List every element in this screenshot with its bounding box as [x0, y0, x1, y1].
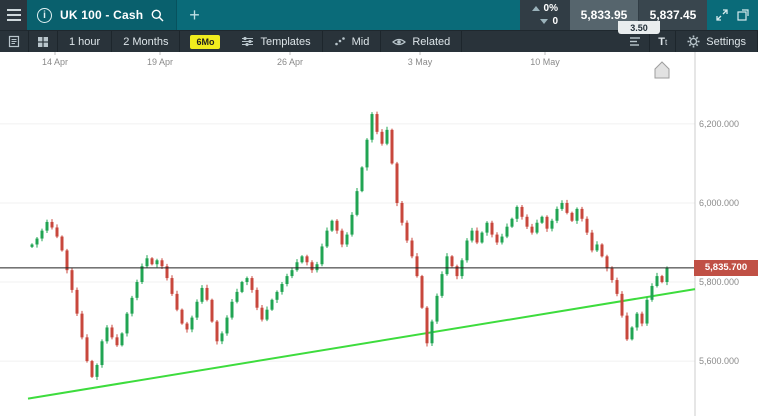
search-icon[interactable]	[151, 9, 164, 22]
templates-label: Templates	[260, 35, 311, 48]
toolbar-right-group: Tt Settings	[621, 31, 758, 52]
related-label: Related	[412, 35, 451, 48]
order-book-icon[interactable]	[621, 31, 651, 52]
svg-text:3 May: 3 May	[408, 57, 433, 67]
svg-text:10 May: 10 May	[530, 57, 560, 67]
settings-button[interactable]: Settings	[676, 31, 758, 52]
info-icon[interactable]: i	[37, 7, 52, 23]
templates-icon	[241, 36, 254, 47]
candlestick-chart[interactable]: 6,200.000 6,000.000 5,800.000 5,600.000 14 A…	[0, 52, 758, 416]
change-value: 0	[552, 16, 558, 27]
svg-text:19 Apr: 19 Apr	[147, 57, 173, 67]
instrument-tab[interactable]: i UK 100 - Cash	[27, 0, 178, 30]
range-badge-6mo[interactable]: 6Mo	[190, 34, 221, 49]
window-controls	[707, 0, 758, 30]
quote-cluster: 0% 0 5,833.95 5,837.45	[519, 0, 707, 30]
svg-text:14 Apr: 14 Apr	[42, 57, 68, 67]
spread-value: 3.50	[618, 21, 660, 34]
hamburger-menu-button[interactable]	[0, 0, 27, 30]
current-price-label: 5,835.700	[694, 259, 758, 276]
instrument-title: UK 100 - Cash	[60, 8, 144, 22]
svg-text:6,000.000: 6,000.000	[699, 198, 739, 208]
svg-text:5,600.000: 5,600.000	[699, 356, 739, 366]
chart-area[interactable]: 6,200.000 6,000.000 5,800.000 5,600.000 14 A…	[0, 52, 758, 416]
price-type-button[interactable]: Mid	[323, 31, 382, 52]
down-triangle-icon	[540, 19, 549, 24]
top-bar: i UK 100 - Cash + 0% 0	[0, 0, 758, 30]
change-percent: 0%	[543, 3, 558, 14]
notes-icon[interactable]	[0, 31, 29, 52]
gear-icon	[687, 35, 700, 48]
up-triangle-icon	[531, 6, 540, 11]
text-size-icon[interactable]: Tt	[650, 31, 677, 52]
svg-text:5,800.000: 5,800.000	[699, 277, 739, 287]
popout-icon[interactable]	[737, 9, 749, 21]
chart-toolbar: 1 hour 2 Months 6Mo Templates Mid	[0, 30, 758, 52]
eye-icon	[392, 37, 407, 47]
range-button[interactable]: 2 Months	[112, 31, 181, 52]
interval-label: 1 hour	[69, 35, 101, 48]
svg-text:6,200.000: 6,200.000	[699, 119, 739, 129]
templates-button[interactable]: Templates	[230, 31, 323, 52]
price-type-label: Mid	[351, 35, 370, 48]
topbar-spacer	[212, 0, 520, 30]
expand-icon[interactable]	[716, 9, 728, 21]
layout-grid-icon[interactable]	[29, 31, 58, 52]
related-button[interactable]: Related	[381, 31, 463, 52]
svg-text:26 Apr: 26 Apr	[277, 57, 303, 67]
range-label: 2 Months	[123, 35, 169, 48]
change-panel: 0% 0	[520, 0, 570, 30]
add-tab-button[interactable]: +	[177, 0, 212, 30]
settings-label: Settings	[706, 35, 746, 48]
mid-price-icon	[334, 36, 346, 47]
interval-button[interactable]: 1 hour	[58, 31, 113, 52]
